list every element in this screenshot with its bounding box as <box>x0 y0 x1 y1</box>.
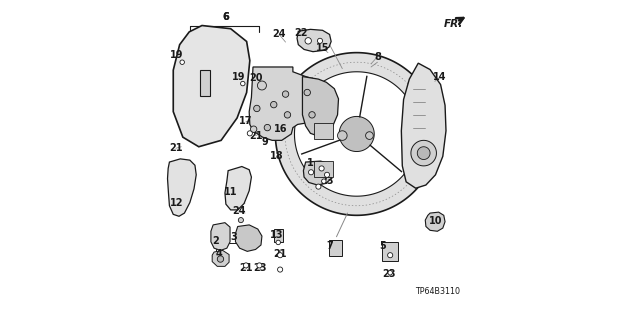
Polygon shape <box>249 67 317 140</box>
Polygon shape <box>304 89 310 96</box>
Polygon shape <box>425 212 445 231</box>
Bar <box>314 161 333 177</box>
Text: 19: 19 <box>232 72 245 82</box>
Text: 11: 11 <box>224 187 237 197</box>
Polygon shape <box>218 256 223 262</box>
Polygon shape <box>259 82 265 89</box>
Text: 5: 5 <box>379 241 385 251</box>
Text: 21: 21 <box>249 130 262 141</box>
Text: 14: 14 <box>433 72 446 82</box>
Text: 6: 6 <box>223 11 229 22</box>
Polygon shape <box>257 81 266 90</box>
Polygon shape <box>411 140 436 166</box>
Polygon shape <box>168 159 196 216</box>
Text: 13: 13 <box>270 230 284 241</box>
Text: 21: 21 <box>273 249 287 259</box>
Text: 7: 7 <box>326 241 333 251</box>
Text: 9: 9 <box>262 137 269 147</box>
Polygon shape <box>238 218 243 223</box>
Polygon shape <box>243 263 248 268</box>
Polygon shape <box>317 38 323 43</box>
Polygon shape <box>180 60 184 64</box>
Text: 10: 10 <box>429 216 442 226</box>
Text: 23: 23 <box>382 269 396 279</box>
Polygon shape <box>271 101 277 108</box>
Text: 16: 16 <box>275 124 288 134</box>
Text: 8: 8 <box>374 52 381 62</box>
Polygon shape <box>212 250 229 266</box>
Text: 3: 3 <box>230 232 237 242</box>
Polygon shape <box>303 77 339 136</box>
Text: 23: 23 <box>253 263 267 273</box>
Bar <box>314 123 333 139</box>
Text: TP64B3110: TP64B3110 <box>415 287 461 296</box>
Text: 4: 4 <box>215 249 222 259</box>
Text: 22: 22 <box>294 28 308 39</box>
Polygon shape <box>303 161 332 185</box>
Polygon shape <box>250 126 257 132</box>
Polygon shape <box>264 124 271 131</box>
Polygon shape <box>236 225 262 251</box>
Polygon shape <box>241 81 245 86</box>
Polygon shape <box>321 179 326 183</box>
Text: 17: 17 <box>239 116 253 126</box>
Polygon shape <box>388 271 392 275</box>
Polygon shape <box>388 253 393 258</box>
Text: 20: 20 <box>250 73 263 83</box>
Text: 18: 18 <box>270 151 284 161</box>
Polygon shape <box>225 167 252 210</box>
Text: 19: 19 <box>170 50 184 60</box>
Polygon shape <box>324 172 330 177</box>
Polygon shape <box>282 91 289 97</box>
Text: 24: 24 <box>232 206 245 216</box>
Bar <box>329 240 342 256</box>
Polygon shape <box>278 253 283 258</box>
Polygon shape <box>297 29 331 52</box>
Polygon shape <box>276 240 280 245</box>
Text: 21: 21 <box>169 143 182 153</box>
Polygon shape <box>308 170 314 175</box>
Polygon shape <box>339 116 374 152</box>
Polygon shape <box>173 26 250 147</box>
Polygon shape <box>247 131 252 136</box>
Polygon shape <box>200 70 210 96</box>
Text: 21: 21 <box>239 263 253 273</box>
Polygon shape <box>309 112 316 118</box>
Text: FR.: FR. <box>444 19 463 29</box>
Polygon shape <box>284 112 291 118</box>
Polygon shape <box>417 147 430 160</box>
Text: 23: 23 <box>320 176 334 186</box>
Polygon shape <box>305 38 312 44</box>
Text: 12: 12 <box>170 197 184 208</box>
Polygon shape <box>278 267 283 272</box>
Polygon shape <box>319 166 324 171</box>
Bar <box>382 242 398 261</box>
Polygon shape <box>257 263 262 268</box>
Text: 6: 6 <box>223 11 229 22</box>
Polygon shape <box>316 184 321 189</box>
Polygon shape <box>365 132 373 139</box>
Text: 15: 15 <box>316 43 330 53</box>
Bar <box>274 229 283 242</box>
Polygon shape <box>253 105 260 112</box>
Polygon shape <box>337 131 347 140</box>
Polygon shape <box>211 223 230 250</box>
Polygon shape <box>401 63 446 188</box>
Polygon shape <box>294 72 419 196</box>
Polygon shape <box>275 53 438 215</box>
Text: 1: 1 <box>307 158 314 168</box>
Text: 24: 24 <box>273 29 286 40</box>
Text: 2: 2 <box>212 236 219 246</box>
